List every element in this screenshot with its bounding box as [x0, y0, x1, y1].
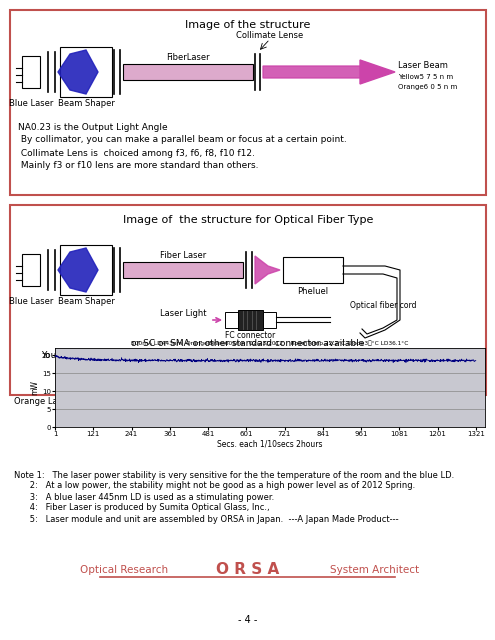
Title: 500mA LD443nm  OrangeBeam605nm  02/23/2012    RoomTemp.22.2°C Diode3：°C LD36.1°C: 500mA LD443nm OrangeBeam605nm 02/23/2012… — [131, 340, 409, 346]
Text: Blue Laser: Blue Laser — [9, 99, 53, 109]
Text: - 4 -: - 4 - — [238, 615, 258, 625]
Bar — [238, 310, 263, 330]
Text: Collimate Lense: Collimate Lense — [237, 31, 303, 40]
Bar — [60, 47, 112, 97]
Text: Note 1:   The laser power stability is very sensitive for the the temperature of: Note 1: The laser power stability is ver… — [14, 470, 454, 479]
Text: Orange Laser Stability of 2 hours in an air conditioned room.    Laser Body is t: Orange Laser Stability of 2 hours in an … — [14, 397, 439, 406]
Text: By collimator, you can make a parallel beam or focus at a certain point.: By collimator, you can make a parallel b… — [18, 136, 347, 145]
Text: 5:   Laser module and unit are assembled by ORSA in Japan.  ---A Japan Made Prod: 5: Laser module and unit are assembled b… — [14, 515, 398, 524]
Text: Laser Beam: Laser Beam — [398, 61, 448, 70]
Text: Image of the structure: Image of the structure — [185, 20, 311, 30]
Polygon shape — [255, 256, 280, 284]
Text: 3:   A blue laser 445nm LD is used as a stimulating power.: 3: A blue laser 445nm LD is used as a st… — [14, 493, 274, 502]
Bar — [22, 254, 40, 286]
Text: Optical fiber cord: Optical fiber cord — [350, 301, 416, 310]
Text: Fiber Laser: Fiber Laser — [160, 252, 206, 260]
Bar — [22, 56, 40, 88]
Text: FC connector: FC connector — [225, 332, 275, 340]
Bar — [123, 262, 243, 278]
Text: Optical Research: Optical Research — [80, 565, 168, 575]
Text: Beam Shaper: Beam Shaper — [57, 99, 114, 109]
Polygon shape — [360, 60, 395, 84]
Text: Pheluel: Pheluel — [297, 287, 329, 296]
Text: 2:   At a low power, the stability might not be good as a high power level as of: 2: At a low power, the stability might n… — [14, 481, 415, 490]
Text: or SC or SMA or other standard connector available: or SC or SMA or other standard connector… — [131, 339, 365, 348]
Polygon shape — [58, 248, 98, 292]
Bar — [225, 312, 238, 328]
Text: O R S A: O R S A — [216, 563, 280, 577]
Bar — [263, 312, 276, 328]
Text: Orange6 0 5 n m: Orange6 0 5 n m — [398, 84, 457, 90]
Polygon shape — [263, 66, 380, 78]
Text: Laser Light: Laser Light — [160, 308, 207, 317]
Text: Collimate Lens is  choiced among f3, f6, f8, f10 f12.: Collimate Lens is choiced among f3, f6, … — [18, 148, 255, 157]
Text: 4:   Fiber Laser is produced by Sumita Optical Glass, Inc.,: 4: Fiber Laser is produced by Sumita Opt… — [14, 504, 270, 513]
Text: such as GI-50/125,SI-100/250, SI-200/250.: such as GI-50/125,SI-100/250, SI-200/250… — [152, 365, 344, 374]
Bar — [123, 64, 253, 80]
Text: FiberLaser: FiberLaser — [166, 54, 210, 63]
Text: Blue Laser: Blue Laser — [9, 298, 53, 307]
Bar — [283, 257, 343, 283]
Bar — [10, 205, 486, 395]
Text: Beam Shaper: Beam Shaper — [57, 298, 114, 307]
Bar — [60, 245, 112, 295]
Bar — [10, 10, 486, 195]
Y-axis label: mW: mW — [30, 380, 39, 395]
Text: You can sellect a fiber   from Single mode or Multi mode from the world wide sta: You can sellect a fiber from Single mode… — [41, 351, 455, 360]
Text: System Architect: System Architect — [330, 565, 419, 575]
Polygon shape — [58, 50, 98, 94]
Text: Mainly f3 or f10 lens are more standard than others.: Mainly f3 or f10 lens are more standard … — [18, 161, 258, 170]
Text: Image of  the structure for Optical Fiber Type: Image of the structure for Optical Fiber… — [123, 215, 373, 225]
Text: Yellow5 7 5 n m: Yellow5 7 5 n m — [398, 74, 453, 80]
Text: NA0.23 is the Output Light Angle: NA0.23 is the Output Light Angle — [18, 122, 168, 131]
X-axis label: Secs. each 1/10secs 2hours: Secs. each 1/10secs 2hours — [217, 440, 323, 449]
